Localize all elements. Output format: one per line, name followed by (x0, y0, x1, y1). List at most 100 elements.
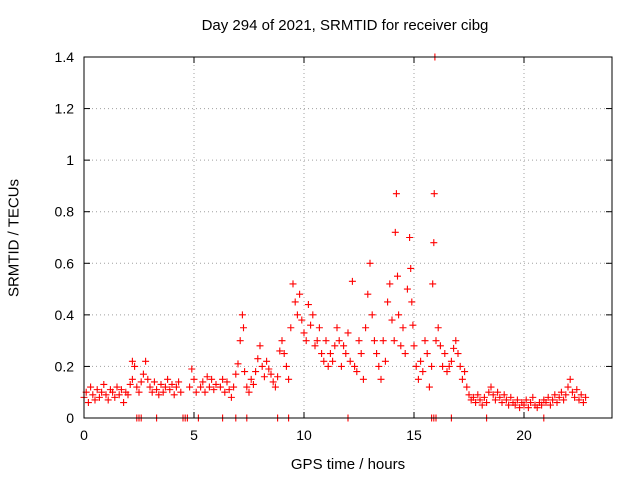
data-point (421, 337, 429, 345)
y-tick-label: 0.6 (55, 255, 75, 271)
data-point (502, 396, 510, 404)
data-point (186, 383, 194, 391)
data-point (146, 383, 154, 391)
data-point (368, 311, 376, 319)
data-point (117, 386, 125, 394)
data-point (445, 362, 453, 370)
data-point (212, 380, 220, 388)
data-point (263, 357, 271, 365)
data-point (394, 272, 401, 280)
data-point (289, 280, 297, 288)
data-point (258, 362, 266, 370)
data-point (221, 388, 229, 396)
data-point (285, 375, 293, 383)
plot-frame (83, 56, 613, 419)
data-point (390, 337, 398, 345)
data-point (315, 324, 323, 332)
data-point (384, 298, 392, 306)
data-point (199, 378, 207, 386)
y-tick-label: 0 (66, 410, 74, 426)
data-point (439, 362, 447, 370)
data-point (465, 391, 473, 399)
data-point (287, 324, 295, 332)
data-point (89, 391, 97, 399)
axis-ticks: 0 5 10 15 20 0 0.2 0.4 0.6 0.8 1 1.2 1.4 (55, 49, 612, 443)
data-point (410, 342, 418, 350)
data-point (208, 375, 216, 383)
data-point (241, 368, 249, 376)
data-point (480, 393, 488, 401)
data-point (113, 383, 121, 391)
data-point (520, 401, 528, 409)
data-point (280, 350, 288, 358)
data-point (579, 399, 587, 407)
data-point (304, 301, 312, 309)
data-point (131, 362, 139, 370)
data-point (375, 362, 383, 370)
data-point (170, 391, 178, 399)
data-point (337, 362, 345, 370)
data-point (441, 350, 449, 358)
data-point (318, 350, 326, 358)
data-point (538, 401, 546, 409)
data-point (126, 380, 134, 388)
data-point (458, 375, 466, 383)
data-point (205, 383, 213, 391)
y-tick-label: 0.2 (55, 358, 75, 374)
data-point (452, 337, 460, 345)
data-point (557, 388, 565, 396)
data-point (161, 383, 169, 391)
data-point (582, 393, 590, 401)
data-point (157, 380, 165, 388)
data-point (128, 375, 136, 383)
data-point (243, 383, 251, 391)
data-point (496, 393, 504, 401)
data-point (291, 298, 299, 306)
data-point (324, 362, 332, 370)
data-point (414, 375, 422, 383)
data-point (513, 396, 521, 404)
data-point (313, 337, 321, 345)
grid-lines (84, 57, 612, 418)
data-point (139, 370, 147, 378)
data-point (373, 350, 381, 358)
x-axis-label: GPS time / hours (290, 456, 406, 473)
data-point (454, 350, 462, 358)
data-point (401, 350, 409, 358)
data-point (175, 378, 183, 386)
data-point (447, 357, 455, 365)
data-point (362, 324, 370, 332)
data-point (489, 391, 497, 399)
data-point (408, 298, 416, 306)
data-point (267, 370, 275, 378)
data-point (571, 393, 579, 401)
data-point (500, 391, 508, 399)
data-point (227, 393, 235, 401)
data-point (353, 368, 361, 376)
data-point (386, 280, 394, 288)
data-point (271, 383, 279, 391)
data-point (553, 399, 561, 407)
data-point (403, 285, 411, 293)
data-point (344, 329, 352, 337)
data-point (505, 401, 513, 409)
data-point (276, 347, 284, 355)
data-point (412, 362, 420, 370)
x-tick-label: 10 (296, 427, 312, 443)
data-point (522, 396, 530, 404)
data-point (399, 324, 407, 332)
data-point (309, 311, 317, 319)
data-point (434, 324, 442, 332)
data-point (562, 391, 570, 399)
data-point (494, 388, 502, 396)
data-point (469, 393, 477, 401)
data-point (555, 393, 563, 401)
data-point (544, 393, 552, 401)
data-point (245, 388, 253, 396)
data-point (192, 388, 200, 396)
data-point (573, 386, 581, 394)
data-point (137, 378, 145, 386)
data-point (230, 383, 238, 391)
data-point (346, 357, 354, 365)
